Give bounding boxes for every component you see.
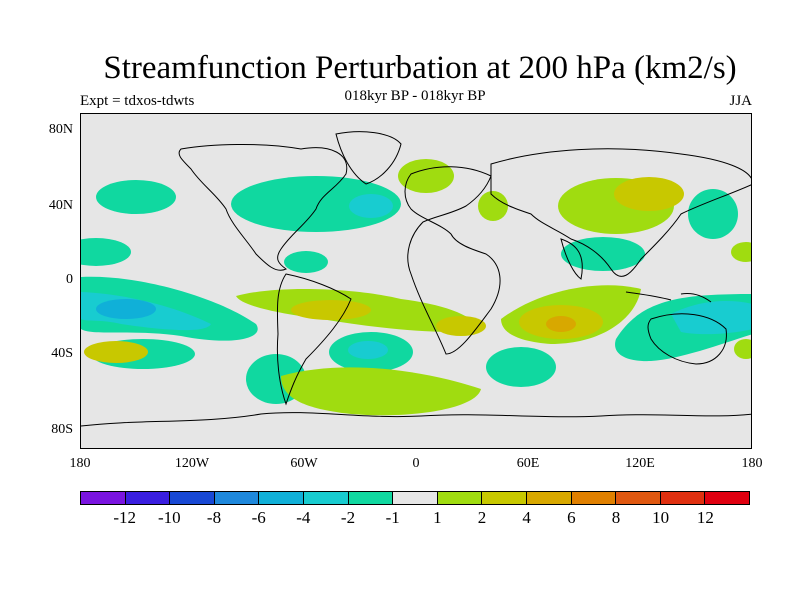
lon-label-60w: 60W	[290, 456, 318, 471]
lat-label-40s: 40S	[51, 346, 73, 361]
season-label: JJA	[729, 93, 752, 109]
lon-label-120w: 120W	[174, 456, 210, 471]
lat-label-0: 0	[66, 272, 73, 287]
colorbar-swatch-2	[170, 492, 215, 504]
lon-label-120e: 120E	[625, 456, 655, 471]
map-plot-area	[80, 113, 752, 449]
lat-label-80s: 80S	[51, 422, 73, 437]
lat-label-40n: 40N	[48, 198, 73, 213]
colorbar-swatch-7	[393, 492, 438, 504]
colorbar-swatch-11	[571, 492, 617, 504]
positive-anomalies	[84, 159, 751, 416]
colorbar-swatch-12	[616, 492, 661, 504]
colorbar-label: -2	[340, 508, 356, 527]
colorbar-label: -10	[157, 508, 181, 527]
lon-label-180e: 180	[741, 456, 763, 471]
colorbar-swatch-6	[348, 492, 394, 504]
colorbar-label: 2	[477, 508, 487, 527]
colorbar-label: 12	[696, 508, 714, 527]
colorbar-label: 4	[522, 508, 531, 527]
colorbar-swatch-1	[125, 492, 171, 504]
colorbar-swatch-9	[482, 492, 527, 504]
coastlines	[81, 131, 751, 427]
colorbar-swatch-3	[214, 492, 260, 504]
lat-label-80n: 80N	[48, 122, 73, 137]
lon-label-60e: 60E	[516, 456, 540, 471]
lon-label-180w: 180	[69, 456, 91, 471]
colorbar-swatch-5	[303, 492, 349, 504]
colorbar-swatch-13	[660, 492, 706, 504]
colorbar-swatch-8	[437, 492, 483, 504]
streamfunction-map	[81, 114, 751, 448]
colorbar-swatch-10	[526, 492, 572, 504]
colorbar-label: -12	[113, 508, 136, 527]
colorbar-swatch-14	[705, 492, 749, 504]
colorbar-label: 6	[567, 508, 576, 527]
colorbar-label: 10	[652, 508, 670, 527]
lon-label-0: 0	[412, 456, 420, 471]
colorbar-label: -4	[296, 508, 311, 527]
colorbar-label: 8	[611, 508, 621, 527]
colorbar-label: -1	[385, 508, 400, 527]
colorbar-swatch-0	[81, 492, 126, 504]
map-subtitle: 018kyr BP - 018kyr BP	[344, 88, 486, 104]
experiment-label: Expt = tdxos-tdwts	[80, 93, 195, 109]
map-title: Streamfunction Perturbation at 200 hPa (…	[103, 50, 737, 86]
colorbar-label: -6	[251, 508, 266, 527]
colorbar	[80, 491, 750, 505]
colorbar-swatch-4	[259, 492, 304, 504]
colorbar-label: -8	[206, 508, 222, 527]
colorbar-label: 1	[433, 508, 442, 527]
